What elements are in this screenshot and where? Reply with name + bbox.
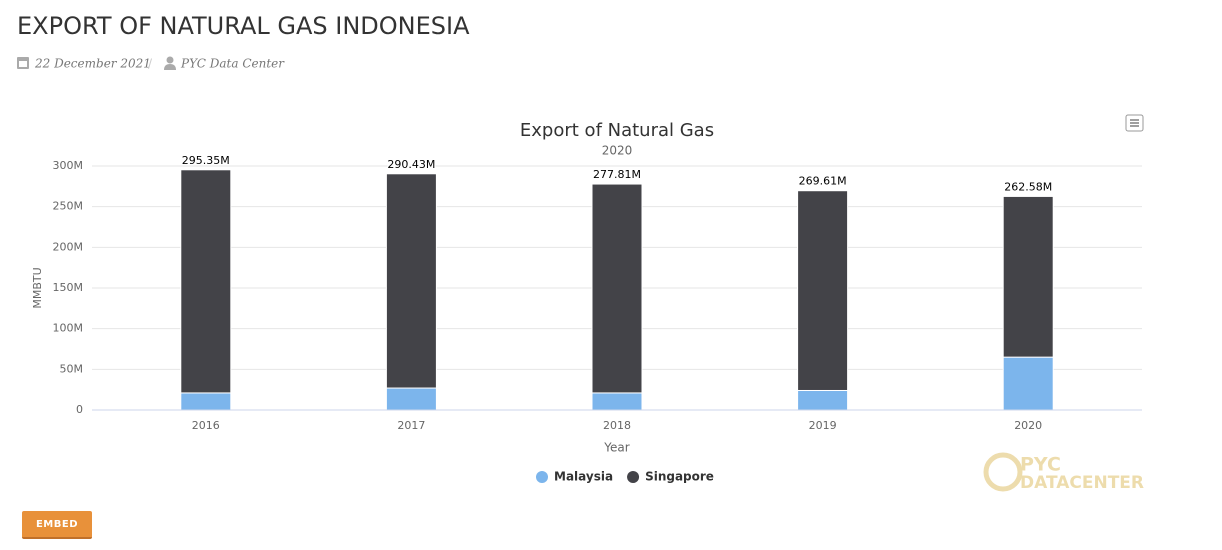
bar-segment bbox=[180, 392, 232, 411]
bar-segment bbox=[797, 389, 849, 411]
x-tick-label: 2018 bbox=[603, 419, 631, 432]
menu-button[interactable] bbox=[1125, 114, 1144, 132]
bar-segment bbox=[591, 392, 643, 411]
x-tick-label: 2017 bbox=[397, 419, 425, 432]
total-label: 269.61M bbox=[799, 175, 847, 188]
embed-button[interactable]: EMBED bbox=[22, 511, 92, 539]
legend-label: Malaysia bbox=[554, 470, 613, 484]
bar-segment bbox=[385, 387, 437, 411]
x-tick-label: 2019 bbox=[809, 419, 837, 432]
legend-item[interactable]: Malaysia bbox=[536, 470, 613, 484]
x-tick-label: 2020 bbox=[1014, 419, 1042, 432]
total-label: 277.81M bbox=[593, 168, 641, 181]
bar-segment bbox=[591, 183, 643, 394]
total-label: 262.58M bbox=[1004, 180, 1052, 193]
watermark-text: DATACENTER bbox=[1020, 473, 1144, 493]
total-label: 290.43M bbox=[387, 158, 435, 171]
total-label: 295.35M bbox=[182, 154, 230, 167]
separator: / bbox=[148, 57, 153, 71]
y-tick-label: 50M bbox=[60, 362, 84, 375]
bar-segment bbox=[385, 173, 437, 389]
y-tick-label: 250M bbox=[53, 200, 84, 213]
bar-segment bbox=[1002, 356, 1054, 411]
watermark: PYC DATACENTER bbox=[983, 452, 1144, 493]
y-tick-label: 200M bbox=[53, 240, 84, 253]
legend-label: Singapore bbox=[645, 470, 714, 484]
legend-item[interactable]: Singapore bbox=[627, 470, 714, 484]
chart-title: Export of Natural Gas bbox=[520, 120, 714, 141]
y-tick-label: 300M bbox=[53, 159, 84, 172]
y-axis-title: MMBTU bbox=[31, 267, 44, 308]
y-tick-label: 0 bbox=[76, 403, 83, 416]
chart-subtitle: 2020 bbox=[602, 144, 633, 158]
legend-marker bbox=[536, 471, 548, 483]
x-axis-title: Year bbox=[603, 441, 629, 455]
calendar-icon bbox=[17, 57, 29, 69]
bar-segment bbox=[1002, 195, 1054, 358]
page-title: EXPORT OF NATURAL GAS INDONESIA bbox=[17, 12, 470, 40]
x-tick-label: 2016 bbox=[192, 419, 220, 432]
y-tick-label: 150M bbox=[53, 281, 84, 294]
user-icon bbox=[164, 56, 176, 70]
watermark-text: PYC bbox=[1020, 454, 1061, 476]
bar-segment bbox=[797, 190, 849, 391]
post-date: 22 December 2021 bbox=[34, 57, 151, 71]
legend-marker bbox=[627, 471, 640, 483]
y-tick-label: 100M bbox=[53, 322, 84, 335]
post-author: PYC Data Center bbox=[180, 57, 285, 71]
bar-segment bbox=[180, 169, 232, 394]
